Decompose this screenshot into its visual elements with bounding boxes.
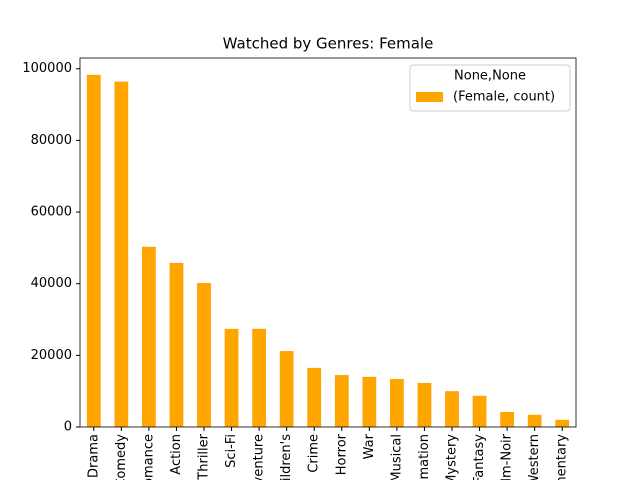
bar bbox=[86, 74, 101, 428]
x-tick-label: Mystery bbox=[445, 434, 460, 480]
x-tick-label: Adventure bbox=[252, 434, 267, 480]
x-tick-label: Children's bbox=[279, 434, 294, 480]
bar bbox=[279, 351, 294, 427]
bar bbox=[334, 375, 349, 427]
bar bbox=[142, 246, 156, 427]
x-tick-label: Romance bbox=[141, 434, 156, 480]
legend-title: None,None bbox=[454, 69, 526, 84]
x-tick-label: Crime bbox=[307, 434, 322, 473]
bar bbox=[362, 376, 377, 427]
bar bbox=[527, 414, 542, 427]
bar bbox=[417, 382, 432, 427]
x-tick-label: Musical bbox=[389, 434, 404, 480]
bar bbox=[307, 367, 322, 427]
legend-swatch bbox=[416, 92, 443, 102]
x-tick-label: Comedy bbox=[114, 434, 129, 480]
x-tick-label: Film-Noir bbox=[500, 433, 515, 480]
bar bbox=[169, 262, 184, 427]
bar bbox=[555, 419, 570, 427]
bar bbox=[390, 378, 404, 427]
bar bbox=[500, 411, 514, 427]
x-tick-label: Sci-Fi bbox=[224, 434, 239, 468]
x-tick-label: Action bbox=[169, 434, 184, 475]
legend-label: (Female, count) bbox=[453, 90, 555, 105]
x-tick-label: Thriller bbox=[197, 433, 212, 480]
legend-box bbox=[409, 64, 571, 112]
y-tick-label: 40000 bbox=[31, 276, 72, 291]
bar bbox=[114, 81, 129, 428]
x-tick-label: Western bbox=[527, 434, 542, 480]
x-tick-label: War bbox=[362, 433, 377, 459]
bar bbox=[472, 395, 487, 427]
y-tick-label: 60000 bbox=[31, 205, 72, 220]
bar bbox=[252, 328, 266, 427]
x-tick-label: Animation bbox=[417, 434, 432, 480]
bar bbox=[197, 282, 211, 427]
chart-title: Watched by Genres: Female bbox=[223, 35, 434, 53]
x-tick-label: Documentary bbox=[555, 434, 570, 480]
x-tick-label: Horror bbox=[334, 433, 349, 475]
y-tick-label: 80000 bbox=[31, 133, 72, 148]
axes-frame bbox=[79, 57, 577, 428]
bar bbox=[224, 328, 239, 427]
y-tick-label: 100000 bbox=[22, 61, 72, 76]
bar bbox=[445, 391, 459, 427]
y-tick-label: 20000 bbox=[31, 348, 72, 363]
x-tick-label: Fantasy bbox=[472, 434, 487, 480]
y-tick-label: 0 bbox=[64, 420, 72, 435]
x-tick-label: Drama bbox=[86, 434, 101, 478]
